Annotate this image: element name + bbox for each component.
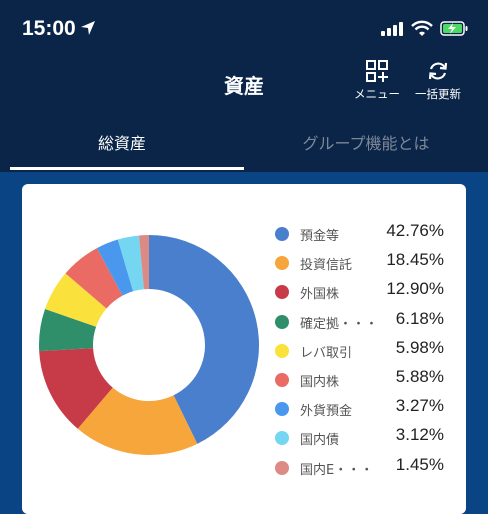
legend-percent: 5.88% [395, 366, 444, 386]
legend-color-dot [275, 372, 289, 387]
legend-percent: 42.76% [386, 221, 444, 240]
donut-slice [149, 235, 259, 444]
donut-slice [39, 309, 97, 352]
status-bar: 15:00 [0, 0, 488, 58]
refresh-icon [428, 62, 448, 80]
chart-legend: 預金等 42.76% 投資信託 18.45% 外国株 12.90% 確定拠・・・ 6.1… [272, 220, 462, 483]
legend-color-dot [275, 227, 289, 241]
tab-group-feature[interactable]: グループ機能とは [302, 134, 430, 153]
legend-item: レバ取引 5.98% [272, 337, 462, 366]
legend-color-dot [275, 343, 289, 358]
tab-total-assets[interactable]: 総資産 [97, 134, 146, 153]
legend-item: 国内債 3.12% [272, 424, 462, 453]
legend-percent: 3.27% [395, 396, 444, 416]
legend-percent: 6.18% [395, 308, 444, 328]
donut-slice [77, 387, 198, 455]
legend-percent: 18.45% [386, 250, 444, 270]
location-arrow-icon [81, 21, 95, 35]
menu-button[interactable]: メニュー [345, 60, 409, 102]
legend-name: 外貨預金 [300, 404, 353, 420]
donut-slice [65, 248, 123, 309]
legend-name: 国内E・・・ [300, 462, 374, 478]
cellular-signal-icon [381, 22, 403, 36]
donut-slice [39, 348, 113, 429]
legend-color-dot [275, 460, 289, 475]
legend-name: 外国株 [300, 287, 340, 303]
legend-item: 国内株 5.88% [272, 366, 462, 395]
legend-name: 国内債 [300, 433, 340, 449]
donut-slice [96, 239, 134, 296]
legend-item: 預金等 42.76% [272, 220, 462, 249]
active-tab-indicator [10, 167, 244, 170]
refresh-all-button[interactable]: 一括更新 [406, 60, 470, 102]
status-time: 15:00 [22, 17, 76, 40]
legend-color-dot [275, 431, 289, 446]
legend-color-dot [275, 285, 289, 300]
tab-bar: 総資産 グループ機能とは [0, 116, 488, 172]
asset-breakdown-card: 預金等 42.76% 投資信託 18.45% 外国株 12.90% 確定拠・・・ 6.1… [22, 184, 466, 514]
legend-name: 国内株 [300, 374, 340, 390]
donut-slice [138, 235, 149, 290]
navigation-bar: 資産 メニュー 一括更新 [0, 58, 488, 116]
legend-percent: 12.90% [386, 279, 444, 299]
legend-item: 外貨預金 3.27% [272, 395, 462, 424]
legend-item: 確定拠・・・ 6.18% [272, 308, 462, 337]
legend-color-dot [275, 314, 289, 329]
legend-item: 国内E・・・ 1.45% [272, 454, 462, 483]
asset-donut-chart [39, 235, 259, 455]
refresh-label: 一括更新 [415, 87, 461, 101]
legend-item: 外国株 12.90% [272, 278, 462, 307]
legend-color-dot [275, 256, 289, 271]
wifi-icon [411, 20, 433, 36]
legend-percent: 5.98% [395, 337, 444, 357]
donut-slice [45, 273, 107, 327]
legend-name: レバ取引 [300, 345, 353, 361]
donut-slice [117, 235, 144, 292]
legend-percent: 1.45% [395, 454, 444, 474]
page-title: 資産 [224, 74, 264, 98]
menu-label: メニュー [354, 87, 400, 101]
battery-charging-icon [440, 21, 468, 36]
grid-plus-icon [366, 60, 388, 82]
legend-percent: 3.12% [395, 425, 444, 445]
legend-name: 投資信託 [300, 258, 353, 274]
legend-color-dot [275, 402, 289, 417]
legend-name: 確定拠・・・ [300, 316, 379, 332]
legend-name: 預金等 [300, 229, 340, 244]
legend-item: 投資信託 18.45% [272, 249, 462, 278]
